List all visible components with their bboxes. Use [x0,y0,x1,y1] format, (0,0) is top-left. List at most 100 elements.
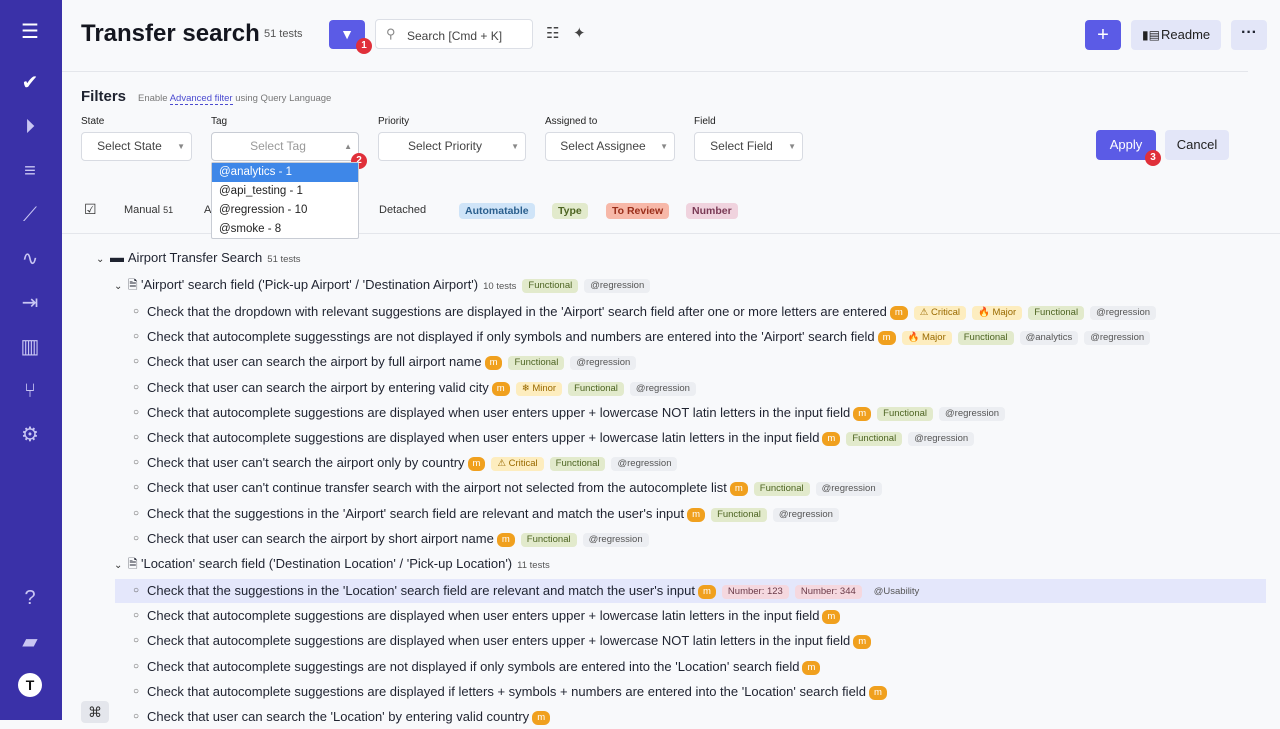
tag-option[interactable]: @api_testing - 1 [219,185,303,197]
automatable-filter[interactable]: Automatable [459,203,535,219]
tab-detached[interactable]: Detached [379,204,427,216]
section-title: 'Location' search field ('Destination Lo… [140,556,513,571]
command-icon[interactable]: ⌘ [81,701,109,723]
test-row[interactable]: ○ Check that autocomplete suggestings are… [115,655,821,679]
tab-truncated[interactable]: A [204,204,212,216]
tag-badge: @regression [584,279,651,293]
search-icon: ⚲ [386,26,396,41]
cancel-button[interactable]: Cancel [1165,130,1229,160]
sparkle-icon[interactable]: ✦ [573,25,586,42]
test-row[interactable]: ○ Check that the dropdown with relevant s… [115,300,1157,324]
sliders-icon[interactable]: ☷ [546,25,560,42]
suite-row[interactable]: ⌄ ▬ Airport Transfer Search 51 tests [96,245,301,269]
filters-subtitle: Enable Advanced filter using Query Langu… [138,93,331,105]
manual-badge: m [877,331,896,346]
branch-icon[interactable]: ⑂ [24,380,36,402]
test-title: Check that autocomplete suggestions are … [147,683,866,699]
test-row[interactable]: ○ Check that the suggestions in the 'Airp… [115,502,839,526]
tag-option[interactable]: @regression - 10 [219,204,308,216]
step-marker-3: 3 [1145,150,1161,166]
test-row[interactable]: ○ Check that autocomplete suggestions are… [115,401,1006,425]
functional-badge: Functional [711,507,767,522]
test-row[interactable]: ○ Check that user can search the airport … [115,350,637,374]
avatar[interactable]: T [18,673,42,697]
check-icon[interactable]: ✔ [21,72,39,94]
search-placeholder: Search [Cmd + K] [407,29,503,43]
functional-badge: Functional [520,532,577,547]
test-row[interactable]: ○ Check that user can search the airport … [115,376,696,400]
number-filter[interactable]: Number [686,203,738,219]
enable-text: Enable [138,93,168,104]
filter-button[interactable]: ▼ [329,20,365,49]
suite-count: 51 tests [267,254,301,265]
test-row[interactable]: ○ Check that autocomplete suggestions are… [115,629,872,653]
status-circle-icon: ○ [133,532,140,544]
tag-label: Tag [211,116,228,127]
test-row[interactable]: ○ Check that the suggestions in the 'Loca… [115,579,1266,603]
tag-option[interactable]: @analytics - 1 [212,163,358,182]
status-circle-icon: ○ [133,685,140,697]
test-row[interactable]: ○ Check that autocomplete suggestions are… [115,680,887,704]
add-button[interactable]: + [1085,20,1121,50]
functional-badge: Functional [846,432,903,446]
to-review-filter[interactable]: To Review [606,203,670,219]
priority-select[interactable]: Select Priority ▼ [378,132,526,161]
menu-icon[interactable]: ☰ [21,21,39,43]
test-row[interactable]: ○ Check that autocomplete suggestions are… [115,426,975,450]
test-row[interactable]: ○ Check that autocomplete suggesstings ar… [115,325,1151,349]
test-title: Check that autocomplete suggestings are … [147,658,800,674]
tag-badge: @regression [629,381,696,396]
tag-badge: @regression [1090,306,1157,320]
state-select[interactable]: Select State ▼ [81,132,192,161]
checklist-icon[interactable]: ≡ [24,160,36,182]
test-row[interactable]: ○ Check that user can search the airport … [115,527,649,551]
import-icon[interactable]: ⇥ [21,292,39,314]
chevron-down-icon: ▼ [511,142,519,151]
manual-badge: m [467,457,486,472]
manual-badge: m [491,381,510,396]
test-row[interactable]: ○ Check that user can search the 'Locatio… [115,705,551,729]
advanced-filter-link[interactable]: Advanced filter [169,93,233,105]
search-input[interactable]: ⚲ Search [Cmd + K] [375,19,533,49]
chevron-down-icon[interactable]: ⌄ [114,281,123,292]
manual-badge: m [729,482,748,497]
pulse-icon[interactable]: ∿ [21,248,39,270]
more-button[interactable]: ··· [1231,20,1267,50]
readme-button[interactable]: ▮▤ Readme [1131,20,1221,50]
book-icon: ▮▤ [1142,28,1160,42]
tag-select[interactable]: Select Tag ▲ [211,132,359,161]
type-filter[interactable]: Type [552,203,588,219]
test-row[interactable]: ○ Check that user can't search the airpor… [115,451,678,475]
document-icon: 🗎 [128,557,141,571]
select-all-icon[interactable]: ☑ [84,201,97,217]
tag-badge: @Usability [873,586,920,597]
help-icon[interactable]: ? [24,587,36,609]
manual-badge: m [822,610,841,625]
manual-badge: m [484,356,503,371]
gear-icon[interactable]: ⚙ [21,424,39,446]
critical-badge: ⚠ Critical [913,306,966,320]
tab-manual[interactable]: Manual 51 [124,204,173,216]
functional-badge: Functional [1028,306,1085,320]
assignee-value: Select Assignee [560,139,646,153]
play-circle-icon[interactable]: ⏵ [25,116,35,138]
assignee-select[interactable]: Select Assignee ▼ [545,132,675,161]
test-row[interactable]: ○ Check that user can't continue transfer… [115,476,882,500]
chevron-down-icon[interactable]: ⌄ [96,254,105,265]
tag-badge: @regression [582,532,649,547]
tag-badge: @analytics [1019,331,1079,346]
section-row[interactable]: ⌄ 🗎 'Location' search field ('Destination… [114,552,550,576]
section-row[interactable]: ⌄ 🗎 'Airport' search field ('Pick-up Airp… [114,273,651,297]
tag-option[interactable]: @smoke - 8 [219,223,282,235]
test-row[interactable]: ○ Check that autocomplete suggestions are… [115,604,841,628]
chart-icon[interactable]: ▥ [20,336,40,358]
section-count: 11 tests [517,560,550,571]
folder-icon[interactable]: ▰ [22,631,38,653]
chevron-down-icon[interactable]: ⌄ [114,560,123,571]
steps-icon[interactable]: ⟋ [23,204,37,226]
test-title: Check that user can search the airport b… [147,379,489,395]
field-select[interactable]: Select Field ▼ [694,132,803,161]
step-marker-1: 1 [356,38,372,54]
status-circle-icon: ○ [133,381,140,393]
section-title: 'Airport' search field ('Pick-up Airport… [140,277,479,292]
